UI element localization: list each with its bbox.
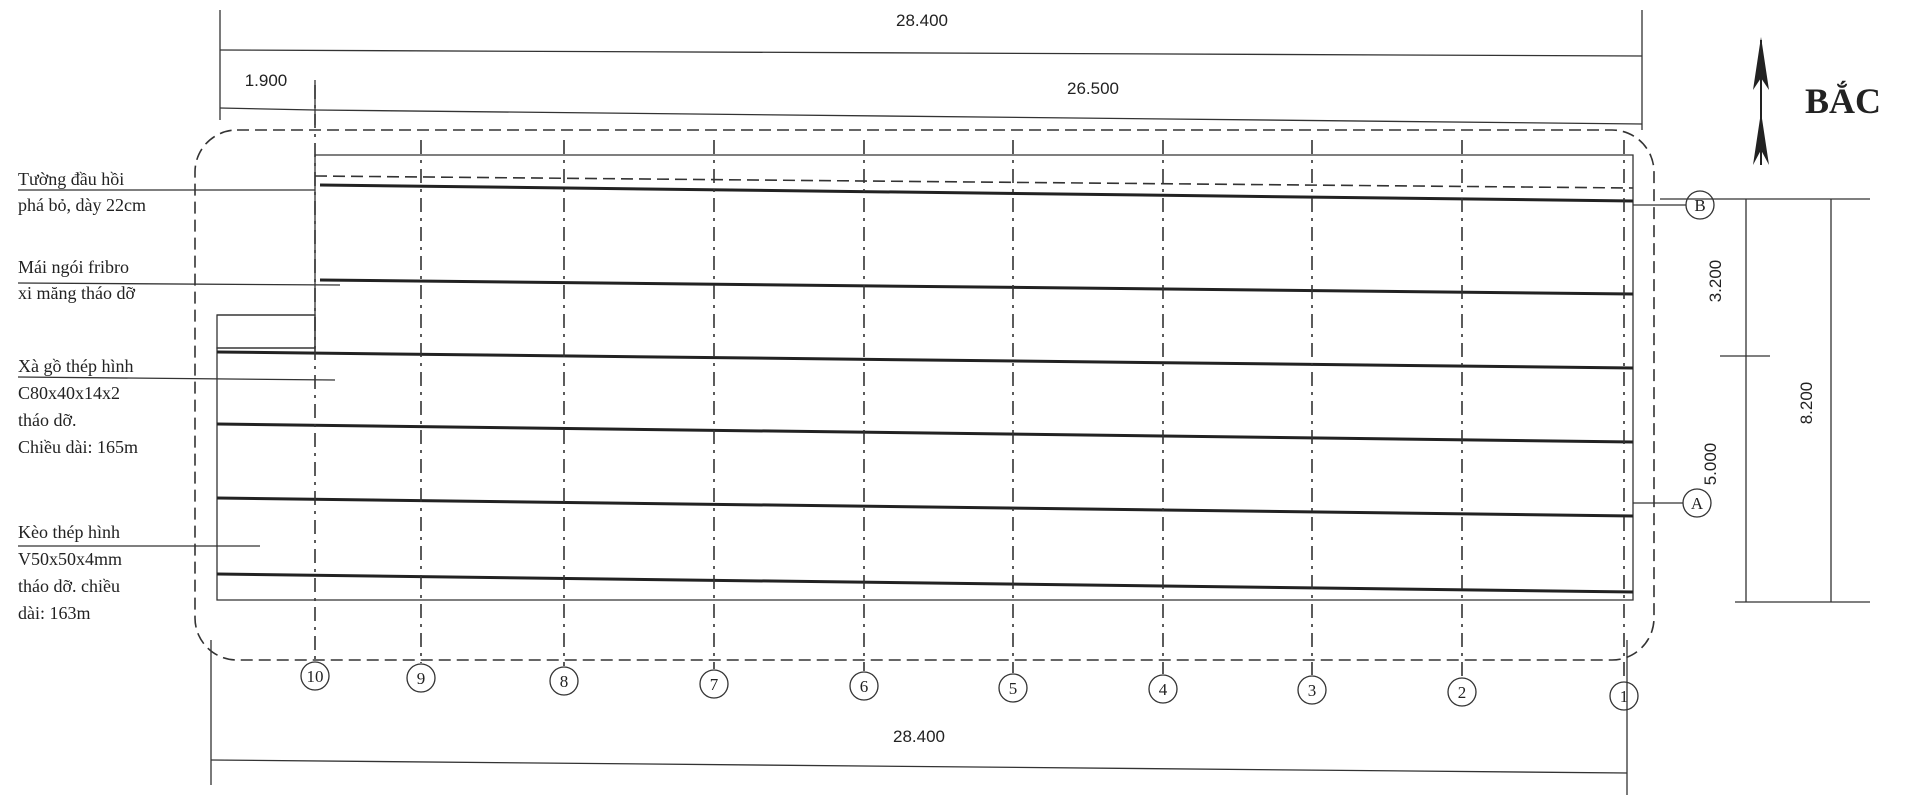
axis-bubble	[549, 666, 579, 696]
axis-bubble	[1682, 488, 1712, 518]
axis-bubble	[1148, 674, 1178, 704]
note-line: Xà gồ thép hình	[18, 356, 133, 376]
axis-bubble	[1297, 675, 1327, 705]
north-label: BẮC	[1805, 81, 1881, 121]
axis-label: 9	[417, 669, 426, 688]
note-line: Chiều dài: 165m	[18, 437, 138, 457]
note-line: xi măng tháo dỡ	[18, 283, 135, 303]
axis-label: 1	[1620, 687, 1629, 706]
leader-line	[17, 282, 341, 286]
dimension-label: 28.400	[893, 727, 945, 746]
axis-bubble	[406, 663, 436, 693]
dimension-right: 3.200 5.000 8.200	[1660, 198, 1870, 603]
dimension-label: 28.400	[896, 11, 948, 30]
axis-label: 8	[560, 672, 569, 691]
axis-bubble	[699, 669, 729, 699]
axis-bubble	[1609, 681, 1639, 711]
purlins	[216, 183, 1634, 594]
dimension-top: 28.400 1.900 26.500	[219, 10, 1643, 130]
axis-bubble	[300, 661, 330, 691]
axis-label: 5	[1009, 679, 1018, 698]
note-line: dài: 163m	[18, 603, 91, 623]
axis-bubble	[1685, 190, 1715, 220]
dimension-label: 5.000	[1701, 443, 1720, 486]
axis-label: A	[1691, 494, 1704, 513]
axis-label: B	[1694, 196, 1705, 215]
note-line: Mái ngói fribro	[18, 257, 129, 277]
axis-label: 4	[1159, 680, 1168, 699]
dimension-bottom: 28.400	[210, 640, 1628, 795]
axis-label: 7	[710, 675, 719, 694]
axis-bubble	[1447, 677, 1477, 707]
axis-bubble	[998, 673, 1028, 703]
roof-area	[216, 154, 1634, 601]
dimension-label: 8.200	[1797, 382, 1816, 425]
note-line: Tường đầu hồi	[18, 169, 124, 189]
leader-line	[17, 376, 336, 381]
axis-label: 2	[1458, 683, 1467, 702]
axis-label: 10	[307, 667, 324, 686]
dimension-label: 1.900	[245, 71, 288, 90]
grid-axes: 10 9 8 7 6 5 4 3 2 1 B A	[300, 85, 1715, 711]
wall-stub	[216, 314, 316, 349]
demolition-boundary	[194, 129, 1655, 661]
note-line: tháo dỡ. chiều	[18, 576, 120, 596]
note-line: C80x40x14x2	[18, 383, 120, 403]
note-line: tháo dỡ.	[18, 410, 77, 430]
notes: Tường đầu hồi phá bỏ, dày 22cm Mái ngói fr…	[17, 169, 341, 623]
note-line: V50x50x4mm	[18, 549, 122, 569]
axis-label: 6	[860, 677, 869, 696]
note-line: phá bỏ, dày 22cm	[18, 195, 146, 215]
gable-wall	[314, 175, 1634, 189]
dimension-label: 26.500	[1067, 79, 1119, 98]
dimension-label: 3.200	[1706, 260, 1725, 303]
north-arrow: BẮC	[1753, 37, 1881, 165]
axis-label: 3	[1308, 681, 1317, 700]
axis-bubble	[849, 671, 879, 701]
note-line: Kèo thép hình	[18, 522, 120, 542]
